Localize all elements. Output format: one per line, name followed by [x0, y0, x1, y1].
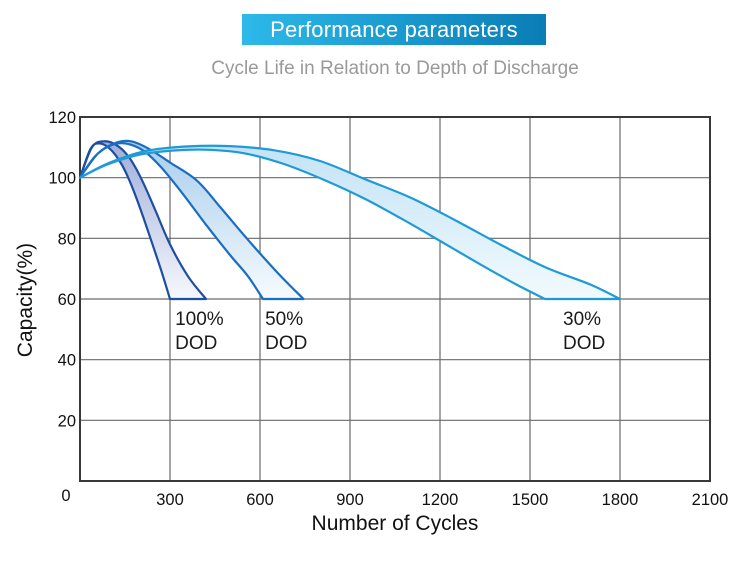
x-tick-label: 300 — [156, 491, 184, 509]
band-label-30-dod: 30% — [563, 309, 601, 330]
plot-border — [79, 116, 711, 482]
x-tick-label: 1200 — [422, 491, 459, 509]
y-tick-label: 40 — [58, 352, 76, 370]
x-axis-title: Number of Cycles — [312, 512, 479, 535]
band-label-50-dod: DOD — [265, 333, 307, 354]
x-tick-label: 600 — [246, 491, 274, 509]
y-tick-label: 0 — [61, 487, 70, 505]
band-label-30-dod: DOD — [563, 333, 605, 354]
y-tick-label: 120 — [48, 109, 76, 127]
band-30-dod — [78, 144, 622, 301]
x-tick-label: 2100 — [692, 491, 729, 509]
x-tick-label: 1500 — [512, 491, 549, 509]
y-axis-title: Capacity(%) — [14, 243, 37, 357]
title-banner: Performance parameters — [242, 14, 546, 45]
y-tick-label: 100 — [48, 170, 76, 188]
y-tick-label: 60 — [58, 291, 76, 309]
x-tick-label: 900 — [336, 491, 364, 509]
band-label-100-dod: DOD — [175, 333, 217, 354]
y-tick-label: 20 — [58, 412, 76, 430]
band-100-dod — [78, 140, 208, 301]
y-tick-label: 80 — [58, 230, 76, 248]
band-label-100-dod: 100% — [175, 309, 224, 330]
band-label-50-dod: 50% — [265, 309, 303, 330]
title-text: Performance parameters — [270, 16, 518, 42]
band-50-dod — [78, 139, 305, 301]
chart-subtitle: Cycle Life in Relation to Depth of Disch… — [211, 58, 579, 79]
x-tick-label: 1800 — [602, 491, 639, 509]
